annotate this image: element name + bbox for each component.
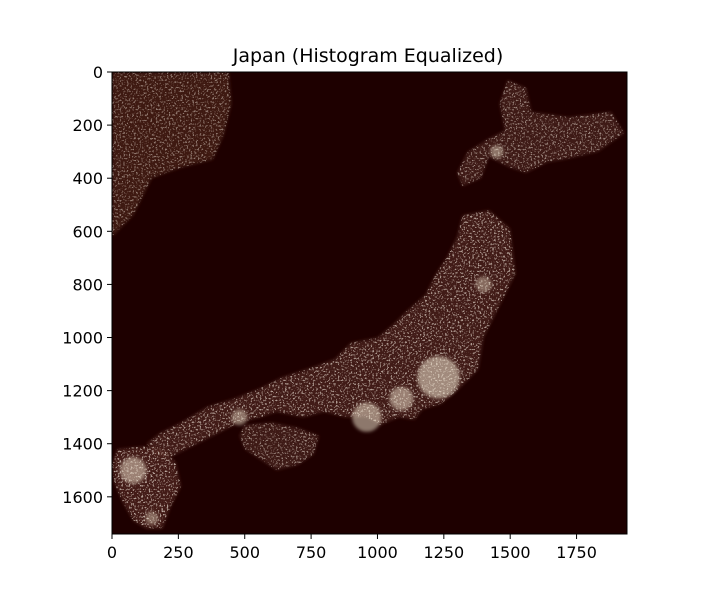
plot-area bbox=[111, 71, 628, 535]
x-tick-label: 0 bbox=[107, 543, 117, 562]
y-tick-label: 800 bbox=[72, 275, 103, 294]
x-tick-label: 1500 bbox=[490, 543, 531, 562]
y-tick-label: 0 bbox=[93, 63, 103, 82]
y-tick-label: 600 bbox=[72, 222, 103, 241]
image-regions bbox=[112, 72, 625, 529]
hotspot-sapporo bbox=[490, 145, 504, 159]
hotspot-kansai bbox=[352, 402, 382, 432]
x-tick-label: 750 bbox=[296, 543, 327, 562]
y-tick-label: 400 bbox=[72, 169, 103, 188]
x-tick-label: 1750 bbox=[556, 543, 597, 562]
y-tick-label: 1200 bbox=[62, 382, 103, 401]
region-lights bbox=[239, 422, 320, 471]
y-tick-label: 1600 bbox=[62, 488, 103, 507]
hotspot-chukyo bbox=[389, 386, 414, 411]
hotspot-sendai bbox=[475, 276, 492, 293]
region-lights bbox=[146, 210, 516, 457]
image-hotspots bbox=[119, 145, 504, 525]
hotspot-hiroshima bbox=[231, 409, 248, 426]
hotspot-kagoshima bbox=[145, 511, 159, 525]
hotspot-fukuoka bbox=[119, 457, 147, 484]
axes-frame bbox=[111, 71, 628, 535]
y-axis: 0 200 400 600 800 1000 1200 1400 1600 bbox=[62, 63, 112, 507]
x-tick-label: 250 bbox=[163, 543, 194, 562]
region-lights bbox=[457, 80, 625, 187]
y-tick-label: 1000 bbox=[62, 329, 103, 348]
x-tick-label: 1000 bbox=[357, 543, 398, 562]
x-axis: 0 250 500 750 1000 1250 1500 1750 bbox=[107, 534, 597, 562]
x-tick-label: 500 bbox=[229, 543, 260, 562]
hotspot-kanto bbox=[417, 356, 460, 399]
chart-title: Japan (Histogram Equalized) bbox=[232, 45, 504, 67]
y-tick-label: 200 bbox=[72, 116, 103, 135]
region-lights bbox=[112, 72, 232, 237]
x-tick-label: 1250 bbox=[423, 543, 464, 562]
y-tick-label: 1400 bbox=[62, 435, 103, 454]
